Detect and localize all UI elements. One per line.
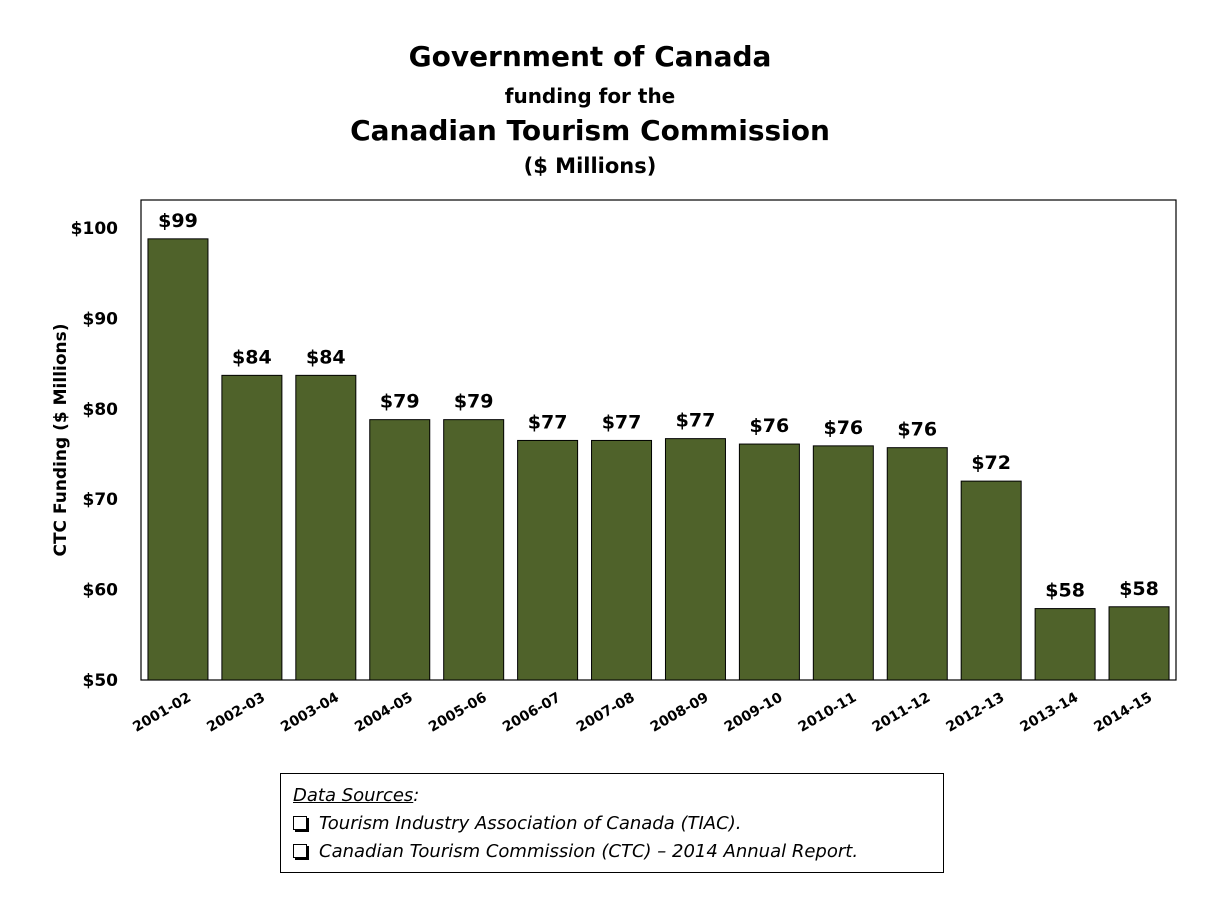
x-tick-label: 2007-08 bbox=[574, 690, 638, 736]
bar bbox=[517, 439, 579, 681]
y-tick-label: $70 bbox=[83, 490, 119, 510]
bar bbox=[1108, 606, 1170, 681]
data-label: $99 bbox=[158, 210, 198, 232]
bar bbox=[812, 445, 874, 681]
x-tick-label: 2014-15 bbox=[1091, 690, 1155, 736]
x-tick-label: 2011-12 bbox=[870, 690, 934, 736]
data-label: $77 bbox=[602, 411, 642, 433]
source-item: Canadian Tourism Commission (CTC) – 2014… bbox=[293, 838, 931, 866]
x-tick-label: 2005-06 bbox=[426, 690, 490, 736]
x-tick-label: 2006-07 bbox=[500, 690, 564, 736]
source-item: Tourism Industry Association of Canada (… bbox=[293, 810, 931, 838]
data-label: $58 bbox=[1119, 578, 1159, 600]
data-label: $76 bbox=[823, 417, 863, 439]
data-label: $76 bbox=[750, 415, 790, 437]
checkbox-bullet-icon bbox=[293, 816, 307, 830]
data-sources-box: Data Sources: Tourism Industry Associati… bbox=[280, 773, 944, 873]
x-tick-label: 2009-10 bbox=[722, 689, 786, 735]
data-label: $72 bbox=[971, 452, 1011, 474]
y-axis-label: CTC Funding ($ Millions) bbox=[51, 323, 71, 556]
sources-heading: Data Sources bbox=[293, 785, 414, 806]
data-label: $76 bbox=[897, 419, 937, 441]
y-tick-label: $60 bbox=[83, 581, 119, 601]
y-tick-label: $90 bbox=[83, 309, 119, 329]
x-tick-label: 2013-14 bbox=[1017, 689, 1081, 735]
bar bbox=[295, 374, 357, 681]
bar bbox=[443, 419, 505, 681]
x-tick-label: 2010-11 bbox=[796, 690, 860, 736]
y-tick-label: $80 bbox=[83, 400, 119, 420]
x-tick-label: 2004-05 bbox=[352, 690, 416, 736]
data-label: $79 bbox=[454, 391, 494, 413]
bar bbox=[738, 443, 800, 681]
sources-heading-colon: : bbox=[413, 785, 420, 806]
data-label: $77 bbox=[676, 410, 716, 432]
bar bbox=[664, 438, 726, 681]
x-tick-label: 2002-03 bbox=[204, 690, 268, 736]
checkbox-bullet-icon bbox=[293, 844, 307, 858]
data-label: $84 bbox=[232, 346, 272, 368]
chart-subtitle-1: funding for the bbox=[504, 84, 676, 108]
bar bbox=[960, 480, 1022, 681]
chart-subtitle-2: Canadian Tourism Commission bbox=[350, 114, 830, 147]
x-tick-label: 2008-09 bbox=[648, 690, 712, 736]
x-tick-label: 2003-04 bbox=[278, 689, 342, 735]
y-tick-label: $50 bbox=[83, 671, 119, 691]
plot-area bbox=[140, 199, 1177, 681]
chart-title: Government of Canada bbox=[408, 40, 772, 73]
bar bbox=[369, 419, 431, 681]
x-tick-label: 2001-02 bbox=[130, 690, 194, 736]
source-text: Canadian Tourism Commission (CTC) – 2014… bbox=[319, 841, 859, 862]
source-text: Tourism Industry Association of Canada (… bbox=[319, 813, 742, 834]
x-tick-label: 2012-13 bbox=[944, 690, 1008, 736]
data-label: $58 bbox=[1045, 580, 1085, 602]
bar bbox=[147, 238, 209, 681]
chart-subtitle-3: ($ Millions) bbox=[523, 154, 657, 178]
data-label: $77 bbox=[528, 411, 568, 433]
bar bbox=[591, 439, 653, 681]
bar bbox=[221, 374, 283, 681]
data-label: $79 bbox=[380, 391, 420, 413]
y-tick-label: $100 bbox=[71, 219, 118, 239]
bar bbox=[1034, 608, 1096, 681]
data-label: $84 bbox=[306, 346, 346, 368]
bar bbox=[886, 447, 948, 681]
